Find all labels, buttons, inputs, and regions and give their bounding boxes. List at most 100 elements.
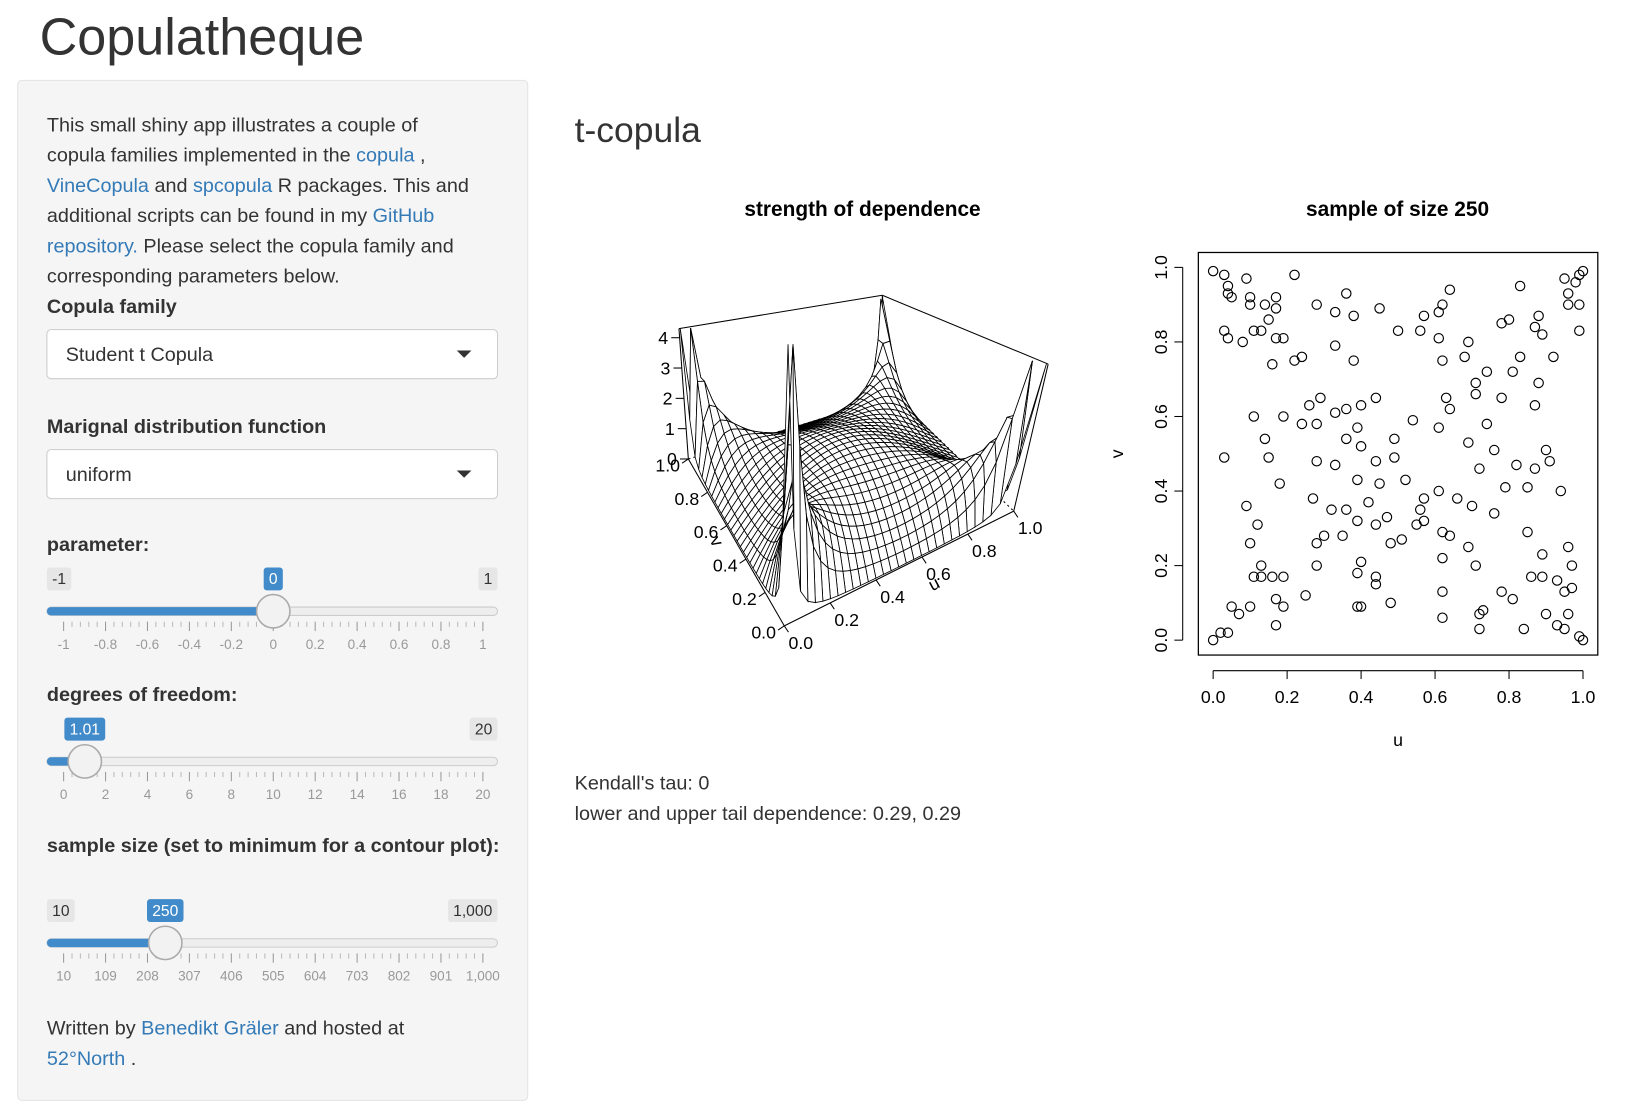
point	[1444, 403, 1456, 415]
point	[1474, 608, 1485, 620]
point	[1514, 351, 1526, 363]
y-tick	[720, 525, 728, 531]
point	[1463, 437, 1474, 448]
point	[1544, 455, 1555, 467]
point	[1488, 508, 1500, 519]
link[interactable]: GitHub	[373, 205, 435, 227]
point	[1318, 530, 1330, 542]
point	[1355, 601, 1367, 612]
point	[1348, 355, 1359, 366]
point	[1559, 273, 1570, 284]
slider-tick-label: 0	[269, 637, 277, 652]
slider-label: parameter:	[46, 534, 150, 556]
point	[1263, 314, 1274, 325]
slider-tick-label: 406	[220, 968, 243, 983]
slider-tick-label: -1	[58, 637, 70, 652]
point	[1433, 422, 1445, 433]
x-tick-label: 0.8	[972, 541, 997, 561]
link[interactable]: spcopula	[193, 175, 273, 197]
slider-value-badge: 0	[263, 567, 283, 591]
select-box[interactable]	[46, 329, 499, 380]
point	[1459, 351, 1470, 363]
point	[1352, 601, 1363, 612]
slider-tick-label: 1,000	[466, 968, 500, 983]
link[interactable]: 52°North	[47, 1048, 125, 1070]
slider-handle[interactable]	[67, 743, 103, 779]
slider-tick-label: -0.8	[94, 637, 117, 652]
badge-bg	[147, 899, 184, 923]
point	[1355, 400, 1367, 411]
point	[1433, 332, 1445, 344]
point	[1315, 392, 1326, 404]
point	[1433, 485, 1445, 497]
x-tick-label: 0.0	[788, 633, 813, 653]
point	[1255, 571, 1267, 583]
point	[1241, 273, 1252, 284]
slider-tick-label: 703	[346, 968, 369, 983]
point	[1341, 504, 1352, 515]
box-edge	[1013, 363, 1049, 512]
z-tick-label: 2	[663, 389, 673, 409]
x-tick	[967, 533, 973, 541]
point	[1248, 571, 1260, 583]
point	[1540, 608, 1552, 620]
point	[1270, 303, 1282, 314]
link[interactable]: copula	[356, 145, 415, 167]
point	[1488, 444, 1500, 456]
plot-title: strength of dependence	[744, 198, 980, 221]
point	[1392, 325, 1404, 337]
point	[1470, 560, 1482, 571]
slider-handle[interactable]	[147, 925, 183, 961]
point	[1507, 593, 1518, 605]
point	[1248, 325, 1260, 337]
link[interactable]: VineCopula	[47, 175, 150, 197]
x-tick-label: 0.6	[1423, 687, 1448, 707]
point	[1381, 511, 1393, 523]
badge-text: 250	[152, 903, 178, 920]
point	[1233, 608, 1245, 620]
slider-tick-label: 4	[144, 787, 152, 802]
slider-tick-label: 604	[304, 968, 327, 983]
link[interactable]: repository.	[47, 235, 138, 257]
point	[1548, 351, 1559, 363]
point	[1514, 280, 1526, 292]
point	[1437, 612, 1448, 624]
x-tick-label: 0.2	[1275, 687, 1300, 707]
point	[1411, 519, 1422, 530]
point	[1278, 601, 1289, 612]
x-tick	[921, 556, 927, 564]
slider-tick-label: 2	[102, 787, 110, 802]
point	[1551, 575, 1563, 586]
point	[1311, 299, 1322, 310]
point	[1518, 623, 1530, 635]
slider-handle[interactable]	[255, 593, 291, 629]
text-span: .	[125, 1048, 136, 1070]
slider-tick-label: 20	[475, 787, 490, 802]
point	[1311, 537, 1322, 549]
text-span: ,	[414, 145, 425, 167]
select-box[interactable]	[46, 449, 499, 500]
point	[1500, 482, 1511, 493]
link[interactable]: Benedikt Gräler	[141, 1018, 279, 1040]
point	[1278, 332, 1289, 344]
point	[1440, 392, 1452, 404]
point	[1255, 560, 1267, 571]
point	[1337, 530, 1348, 542]
x-tick-label: 0.2	[834, 610, 859, 630]
slider-tick-label: -0.6	[136, 637, 159, 652]
point	[1329, 340, 1341, 351]
y-tick-label: 0.6	[694, 522, 719, 542]
select-value[interactable]: uniform	[66, 464, 132, 486]
point	[1496, 586, 1507, 597]
point	[1370, 571, 1382, 583]
point	[1237, 336, 1248, 348]
x-tick-label: 1.0	[1018, 518, 1043, 538]
point	[1470, 377, 1482, 389]
paragraph-line: Written by Benedikt Gräler and hosted at	[47, 1018, 405, 1040]
point	[1270, 593, 1282, 605]
slider-fill	[46, 607, 274, 616]
point	[1481, 418, 1493, 430]
select-value[interactable]: Student t Copula	[66, 344, 214, 366]
point	[1370, 519, 1382, 530]
box-edge	[678, 328, 689, 460]
